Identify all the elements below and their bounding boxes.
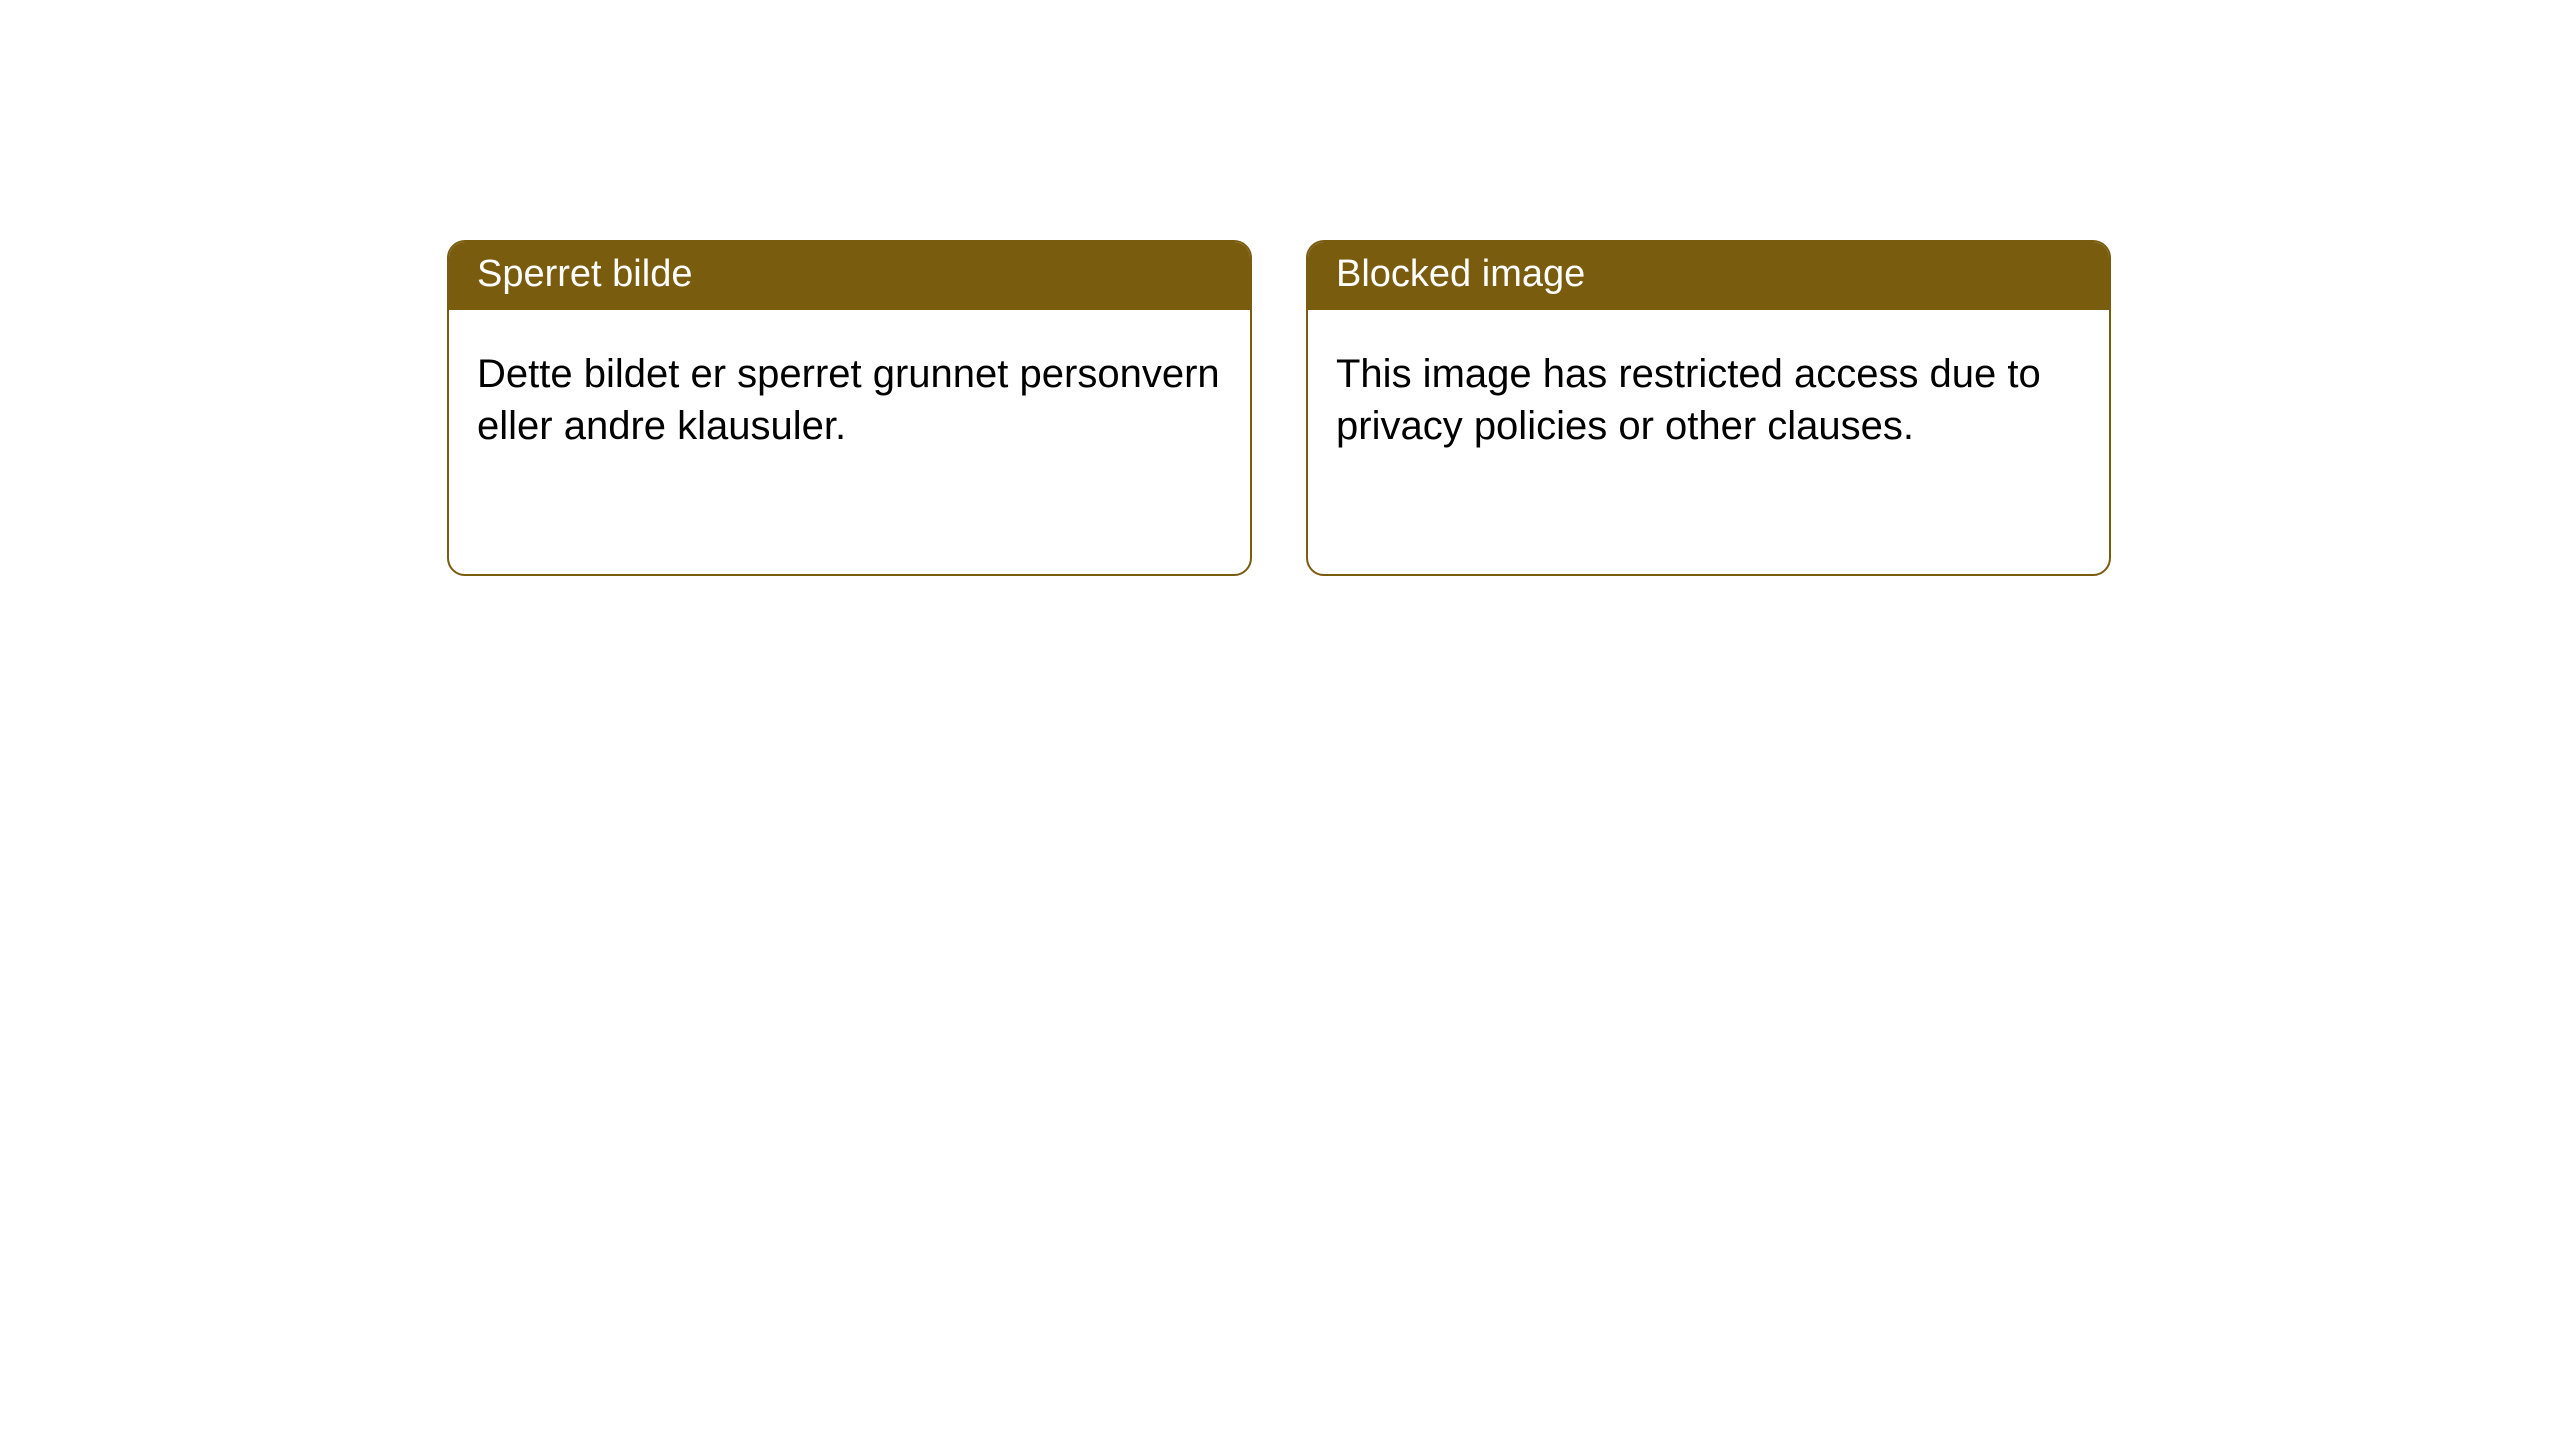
notice-container: Sperret bilde Dette bildet er sperret gr… [0, 0, 2560, 576]
notice-title-no: Sperret bilde [449, 242, 1250, 310]
notice-card-en: Blocked image This image has restricted … [1306, 240, 2111, 576]
notice-body-no: Dette bildet er sperret grunnet personve… [449, 310, 1250, 490]
notice-title-en: Blocked image [1308, 242, 2109, 310]
notice-body-en: This image has restricted access due to … [1308, 310, 2109, 490]
notice-card-no: Sperret bilde Dette bildet er sperret gr… [447, 240, 1252, 576]
